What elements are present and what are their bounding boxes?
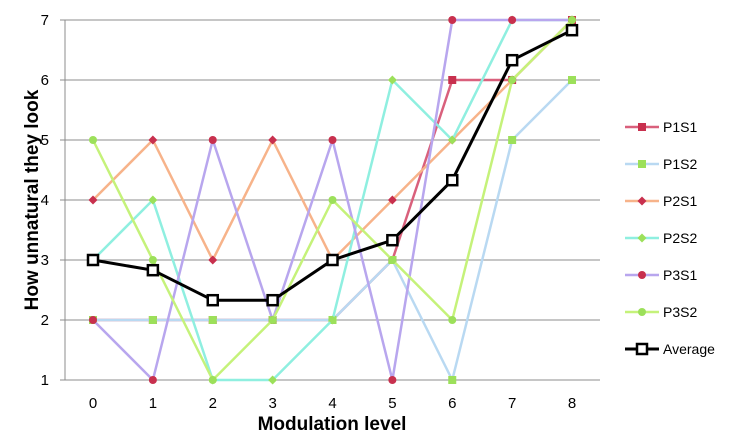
- data-point-p1s2-6: [448, 376, 457, 384]
- legend-entry-p3s1: P3S1: [625, 267, 697, 283]
- data-point-p3s1-2: [208, 136, 217, 144]
- legend-label: P1S1: [663, 119, 697, 135]
- data-point-p3s1-7: [508, 16, 517, 24]
- data-point-p1s1-6: [448, 76, 457, 84]
- data-point-p2s1-0: [88, 195, 98, 205]
- x-tick-label-3: 3: [268, 395, 276, 412]
- data-point-average-3: [266, 293, 279, 307]
- y-tick-label-3: 3: [41, 252, 49, 269]
- data-point-p3s1-6: [448, 16, 457, 24]
- legend-entry-p2s2: P2S2: [625, 230, 697, 246]
- data-point-p2s2-4: [328, 315, 337, 325]
- data-point-p2s2-1: [148, 195, 158, 205]
- data-point-p2s1-5: [387, 195, 397, 205]
- x-tick-label-5: 5: [388, 395, 396, 412]
- legend-entry-p2s1: P2S1: [625, 193, 697, 209]
- data-point-p3s1-0: [89, 316, 97, 324]
- x-tick-label-8: 8: [568, 395, 576, 412]
- x-tick-label-7: 7: [508, 395, 516, 412]
- x-tick-label-6: 6: [448, 395, 456, 412]
- data-point-p3s1-5: [388, 376, 397, 384]
- data-point-p3s2-3: [268, 316, 277, 324]
- series-average: [86, 23, 579, 307]
- legend-entry-average: Average: [625, 341, 715, 357]
- data-point-p3s2-8: [568, 16, 576, 24]
- data-point-p2s1-3: [268, 135, 278, 145]
- data-point-p3s2-2: [208, 376, 217, 384]
- legend-swatch-marker: [638, 308, 646, 316]
- x-tick-label-1: 1: [149, 395, 157, 412]
- legend-label: P3S1: [663, 267, 697, 283]
- data-point-p3s2-5: [388, 256, 397, 264]
- legend-entry-p1s2: P1S2: [625, 156, 697, 172]
- data-point-p1s2-1: [148, 316, 157, 324]
- data-point-p1s2-7: [508, 136, 517, 144]
- legend-label: Average: [663, 341, 715, 357]
- legend: P1S1 P1S2 P2S1 P2S2 P3S1 P3S2 Average: [625, 119, 715, 357]
- legend-swatch-marker: [638, 123, 646, 131]
- y-tick-label-1: 1: [41, 372, 49, 389]
- data-point-average-8: [565, 23, 579, 37]
- y-tick-label-4: 4: [41, 192, 49, 209]
- data-point-average-1: [146, 263, 160, 277]
- legend-swatch-marker: [637, 233, 647, 243]
- data-point-p3s2-7: [508, 76, 517, 84]
- data-point-p1s2-2: [208, 316, 217, 324]
- y-tick-label-7: 7: [41, 12, 49, 29]
- x-tick-labels: 0 1 2 3 4 5 6 7 8: [89, 395, 576, 412]
- legend-label: P1S2: [663, 156, 697, 172]
- y-tick-label-5: 5: [41, 132, 49, 149]
- legend-entry-p3s2: P3S2: [625, 304, 697, 320]
- data-point-p3s2-4: [328, 196, 337, 204]
- legend-entry-p1s1: P1S1: [625, 119, 697, 135]
- data-point-average-4: [326, 253, 339, 267]
- data-point-p3s1-4: [328, 136, 337, 144]
- legend-label: P2S1: [663, 193, 697, 209]
- x-tick-label-0: 0: [89, 395, 97, 412]
- data-point-average-0: [86, 253, 100, 267]
- y-axis-title: How unnatural they look: [22, 89, 43, 310]
- data-point-average-7: [505, 53, 519, 67]
- legend-swatch-marker: [638, 160, 646, 168]
- legend-label: P2S2: [663, 230, 697, 246]
- legend-swatch-marker: [638, 271, 646, 279]
- data-point-average-6: [446, 173, 459, 187]
- axes: [60, 19, 66, 381]
- y-tick-labels: 1 2 3 4 5 6 7: [41, 12, 49, 389]
- data-point-p3s2-0: [89, 136, 97, 144]
- y-tick-label-6: 6: [41, 72, 49, 89]
- legend-label: P3S2: [663, 304, 697, 320]
- data-point-p3s1-1: [148, 376, 157, 384]
- series-p3s2: [89, 16, 576, 384]
- legend-swatch-marker: [637, 196, 647, 206]
- x-tick-label-4: 4: [328, 395, 336, 412]
- data-point-p2s2-3: [268, 375, 278, 385]
- y-tick-label-2: 2: [41, 312, 49, 329]
- data-point-p3s2-6: [448, 316, 457, 324]
- data-point-p2s1-2: [208, 255, 218, 265]
- legend-swatch-marker: [635, 342, 649, 356]
- data-point-p3s2-1: [148, 256, 157, 264]
- data-series: [86, 15, 579, 385]
- data-point-p2s1-1: [148, 135, 158, 145]
- data-point-p1s2-8: [568, 76, 576, 84]
- x-axis-title: Modulation level: [258, 414, 407, 435]
- data-point-average-5: [386, 233, 399, 247]
- data-point-p2s2-5: [387, 75, 397, 85]
- data-point-p2s2-6: [447, 135, 457, 145]
- data-point-average-2: [206, 293, 219, 307]
- x-tick-label-2: 2: [209, 395, 217, 412]
